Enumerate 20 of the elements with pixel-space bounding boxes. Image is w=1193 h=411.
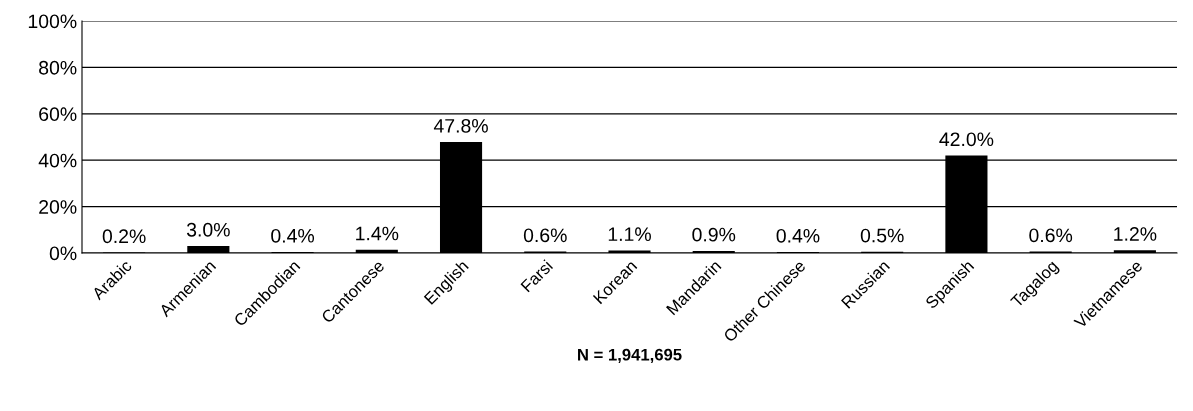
data-label: 47.8% [433,118,488,133]
data-label: 0.6% [1029,228,1073,243]
x-axis-title: N = 1,941,695 [578,348,682,363]
y-tick-label: 20% [39,200,77,214]
data-label: 0.9% [692,227,736,242]
y-tick-label: 0% [49,246,77,261]
y-tick-label: 60% [39,107,77,122]
data-label: 1.4% [356,226,399,241]
y-tick-label: 100% [28,14,77,29]
data-label: 1.2% [1114,227,1157,241]
data-label: 3.0% [186,222,230,237]
data-label: 42.0% [939,132,994,147]
data-label: 0.2% [102,229,146,244]
data-label: 0.6% [523,228,567,243]
data-label: 0.4% [776,228,820,243]
data-label: 1.1% [608,227,651,241]
data-label: 0.4% [271,228,315,243]
y-tick-label: 40% [38,153,77,168]
y-tick-label: 80% [39,60,77,75]
data-label: 0.5% [860,228,904,243]
